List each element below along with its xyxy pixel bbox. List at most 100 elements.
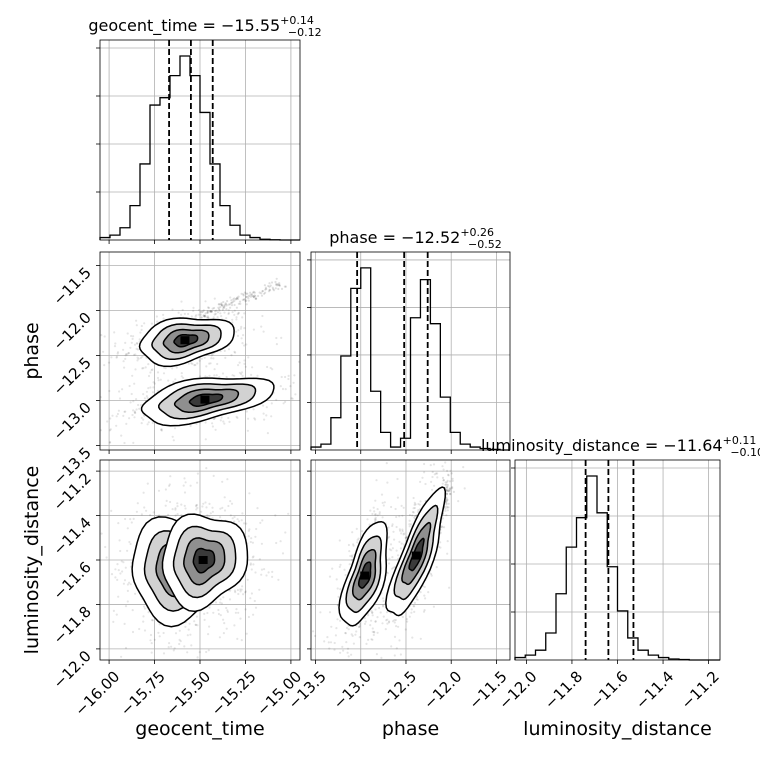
sample-point — [123, 579, 127, 582]
sample-point — [372, 506, 375, 509]
sample-point — [202, 314, 205, 317]
sample-point — [357, 625, 361, 629]
sample-point — [247, 529, 250, 533]
sample-point — [435, 566, 438, 569]
sample-point — [207, 316, 210, 320]
sample-point — [142, 615, 145, 618]
sample-point — [182, 484, 185, 487]
sample-point — [393, 538, 396, 541]
sample-point — [245, 410, 248, 413]
sample-point — [203, 664, 205, 666]
sample-point — [445, 489, 448, 492]
sample-point — [147, 374, 151, 378]
sample-point — [157, 489, 161, 492]
sample-point — [234, 591, 237, 594]
sample-point — [128, 384, 131, 388]
sample-point — [210, 310, 213, 313]
sample-point — [129, 542, 132, 546]
sample-point — [167, 513, 170, 517]
sample-point — [395, 515, 398, 519]
sample-point — [153, 638, 156, 641]
sample-point — [108, 389, 111, 393]
sample-point — [126, 332, 129, 335]
sample-point — [180, 514, 183, 517]
sample-point — [206, 611, 209, 615]
sample-point — [442, 479, 445, 482]
sample-point — [157, 631, 160, 634]
sample-point — [170, 645, 173, 648]
sample-point — [278, 283, 281, 286]
sample-point — [444, 483, 447, 486]
sample-point — [143, 397, 146, 400]
sample-point — [250, 293, 253, 296]
sample-point — [137, 357, 140, 360]
sample-point — [204, 314, 207, 317]
sample-point — [172, 439, 175, 442]
sample-point — [135, 398, 138, 401]
sample-point — [245, 632, 248, 635]
sample-point — [151, 391, 155, 394]
sample-point — [257, 294, 260, 298]
sample-point — [239, 590, 242, 593]
sample-point — [393, 565, 396, 569]
sample-point — [127, 352, 130, 355]
sample-point — [442, 468, 445, 471]
sample-point — [222, 305, 225, 308]
sample-point — [229, 514, 232, 517]
sample-point — [370, 662, 372, 664]
sample-point — [102, 350, 105, 353]
sample-point — [131, 413, 134, 417]
sample-point — [427, 591, 430, 594]
sample-point — [369, 624, 372, 627]
sample-point — [284, 531, 287, 534]
sample-point — [110, 509, 113, 512]
sample-point — [374, 516, 377, 519]
sample-point — [274, 514, 277, 517]
sample-point — [226, 609, 229, 612]
sample-point — [114, 568, 117, 571]
sample-point — [447, 489, 450, 493]
sample-point — [89, 429, 91, 431]
sample-point — [445, 502, 448, 505]
sample-point — [256, 374, 259, 377]
sample-point — [206, 310, 209, 313]
sample-point — [414, 515, 417, 518]
sample-point — [306, 383, 308, 385]
sample-point — [345, 641, 348, 644]
sample-point — [136, 342, 139, 345]
sample-point — [201, 505, 204, 508]
sample-point — [423, 434, 425, 436]
sample-point — [251, 556, 254, 559]
sample-point — [397, 557, 400, 560]
sample-point — [336, 604, 339, 607]
sample-point — [122, 360, 125, 363]
sample-point — [175, 366, 178, 369]
sample-point — [117, 595, 120, 598]
sample-point — [98, 422, 100, 424]
sample-point — [172, 380, 175, 383]
sample-point — [125, 353, 128, 356]
text-layer: geocent_time = −15.55+0.14 −0.12 phase = −… — [21, 14, 760, 740]
sample-point — [145, 395, 148, 398]
sample-point — [178, 642, 181, 646]
sample-point — [201, 310, 204, 313]
sample-point — [463, 456, 465, 458]
sample-point — [446, 552, 449, 555]
sample-point — [131, 609, 134, 612]
sample-point — [367, 638, 370, 642]
sample-point — [130, 334, 133, 338]
sample-point — [281, 552, 285, 555]
sample-point — [151, 368, 154, 371]
sample-point — [447, 473, 450, 476]
sample-point — [143, 629, 147, 632]
sample-point — [195, 422, 198, 425]
sample-point — [260, 292, 263, 295]
sample-point — [278, 284, 281, 287]
sample-point — [199, 310, 202, 313]
x-axis-label-geocent_time: geocent_time — [135, 718, 264, 740]
sample-point — [244, 608, 247, 611]
sample-point — [229, 296, 232, 299]
sample-point — [183, 477, 186, 480]
sample-point — [270, 402, 273, 405]
sample-point — [445, 500, 448, 503]
